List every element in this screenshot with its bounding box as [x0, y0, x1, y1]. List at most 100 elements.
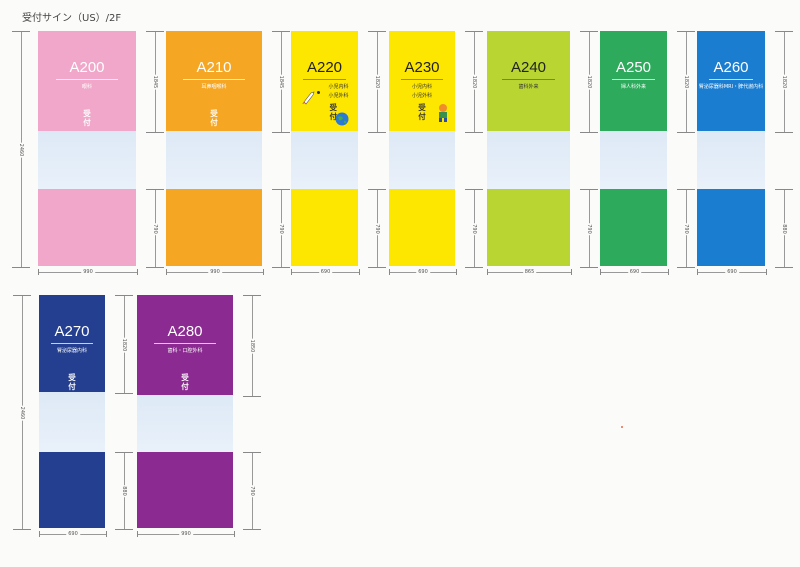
dimension-bottom: 790 — [368, 189, 386, 268]
room-code: A200 — [69, 59, 105, 76]
sign-window — [389, 131, 455, 189]
sign-panel: A260 腎泌尿器科MRI・脾代謝内科 — [697, 31, 765, 266]
sign-panel: A200 眼科 受付 — [38, 31, 136, 266]
earth-icon — [335, 111, 349, 130]
dimension-top-value: 1820 — [121, 337, 127, 352]
divider — [50, 343, 94, 344]
dimension-bottom-value: 790 — [586, 222, 592, 235]
reception-label: 受付 — [68, 373, 76, 391]
room-code: A280 — [167, 323, 203, 340]
dimension-top-value: 1845 — [278, 74, 284, 90]
dimension-bottom-value: 790 — [249, 485, 255, 497]
divider — [55, 79, 119, 80]
sign-top-block: A260 腎泌尿器科MRI・脾代謝内科 — [697, 31, 765, 131]
dimension-top: 1820 — [465, 31, 483, 133]
sign-window — [291, 131, 358, 189]
sign-bottom-block — [39, 452, 105, 528]
sign-top-block: A240 歯科外来 — [487, 31, 570, 131]
dimension-top-value: 1845 — [152, 74, 158, 90]
dimension-top: 1820 — [115, 295, 133, 394]
dimension-total: 2460 — [12, 31, 30, 268]
dimension-width: 690 — [291, 269, 360, 275]
dimension-top: 1820 — [775, 31, 793, 133]
sign-panel: A270 腎泌尿器内科受付 — [39, 295, 105, 528]
dimension-bottom: 790 — [146, 189, 164, 268]
dimension-top-value: 1850 — [249, 338, 255, 354]
dimension-top: 1820 — [580, 31, 598, 133]
dimension-bottom-value: 790 — [683, 222, 689, 235]
sign-panel: A250 婦人科外来 — [600, 31, 667, 266]
sign-panel: A210 耳鼻咽喉科受付 — [166, 31, 262, 266]
reception-label: 受付 — [329, 103, 337, 121]
reception-label: 受付 — [210, 109, 218, 127]
department-name: 婦人科外来 — [620, 84, 646, 90]
sign-top-block: A220 小児内科 小児外科 受付 — [291, 31, 358, 131]
sign-window — [137, 395, 233, 452]
dimension-bottom-value: 880 — [121, 485, 127, 497]
rocket-icon — [301, 89, 317, 109]
dimension-width-value: 865 — [522, 269, 537, 275]
divider — [501, 79, 556, 80]
dimension-bottom: 790 — [465, 189, 483, 268]
room-code: A220 — [306, 59, 343, 76]
divider — [303, 79, 346, 80]
room-code: A240 — [510, 59, 547, 76]
department-name: 腎泌尿器内科 — [56, 348, 87, 354]
star-icon — [317, 91, 320, 94]
dimension-total-value: 2460 — [18, 142, 24, 157]
dimension-width-value: 690 — [725, 269, 739, 275]
sign-bottom-block — [137, 452, 233, 528]
dimension-bottom-value: 790 — [152, 222, 158, 235]
department-name: 小児内科 — [328, 84, 349, 90]
dimension-width: 690 — [600, 269, 669, 275]
dimension-bottom-value: 790 — [471, 222, 477, 235]
sign-bottom-block — [697, 189, 765, 266]
dimension-bottom: 880 — [115, 452, 133, 530]
dimension-top: 1820 — [368, 31, 386, 133]
sign-top-block: A200 眼科 受付 — [38, 31, 136, 131]
dimension-top: 1845 — [272, 31, 290, 133]
dimension-top-value: 1820 — [781, 74, 787, 90]
dimension-width: 990 — [166, 269, 264, 275]
dimension-width-value: 690 — [627, 269, 642, 275]
dimension-top: 1820 — [677, 31, 695, 133]
room-code: A230 — [404, 59, 440, 76]
department-name: 歯科・口腔外科 — [167, 348, 203, 354]
sign-bottom-block — [166, 189, 262, 266]
sign-panel: A220 小児内科 小児外科 受付 — [291, 31, 358, 266]
sign-panel: A280 歯科・口腔外科受付 — [137, 295, 233, 528]
sign-window — [487, 131, 570, 189]
dimension-bottom: 880 — [775, 189, 793, 268]
sign-window — [166, 131, 262, 189]
dimension-total: 2460 — [13, 295, 31, 530]
sign-top-block: A230 小児内科 小児外科 受付 — [389, 31, 455, 131]
room-code: A210 — [196, 59, 232, 76]
department-name: 耳鼻咽喉科 — [201, 84, 227, 90]
dimension-top-value: 1820 — [586, 74, 592, 90]
sign-top-block: A210 耳鼻咽喉科受付 — [166, 31, 262, 131]
divider — [709, 79, 753, 80]
dimension-width-value: 690 — [66, 531, 80, 537]
dimension-width-value: 690 — [318, 269, 333, 275]
dimension-width: 865 — [487, 269, 572, 275]
dimension-width: 990 — [137, 531, 235, 537]
dimension-bottom: 790 — [243, 452, 261, 530]
sign-window — [697, 131, 765, 189]
dimension-bottom: 790 — [272, 189, 290, 268]
dimension-bottom: 790 — [580, 189, 598, 268]
department-name: 腎泌尿器科MRI・脾代謝内科 — [698, 84, 764, 90]
sign-bottom-block — [38, 189, 136, 266]
page-title: 受付サイン（US）/2F — [22, 13, 122, 24]
department-name: 眼科 — [81, 84, 92, 90]
dimension-width-value: 990 — [208, 269, 222, 275]
dimension-bottom-value: 790 — [278, 222, 284, 235]
reception-label: 受付 — [181, 373, 189, 391]
dimension-bottom-value: 880 — [781, 222, 787, 235]
sign-panel: A240 歯科外来 — [487, 31, 570, 266]
divider — [400, 79, 444, 80]
room-code: A270 — [54, 323, 90, 340]
dimension-bottom-value: 790 — [374, 222, 380, 235]
sign-window — [38, 131, 136, 189]
dimension-top-value: 1820 — [683, 74, 689, 90]
dimension-width-value: 990 — [179, 531, 193, 537]
